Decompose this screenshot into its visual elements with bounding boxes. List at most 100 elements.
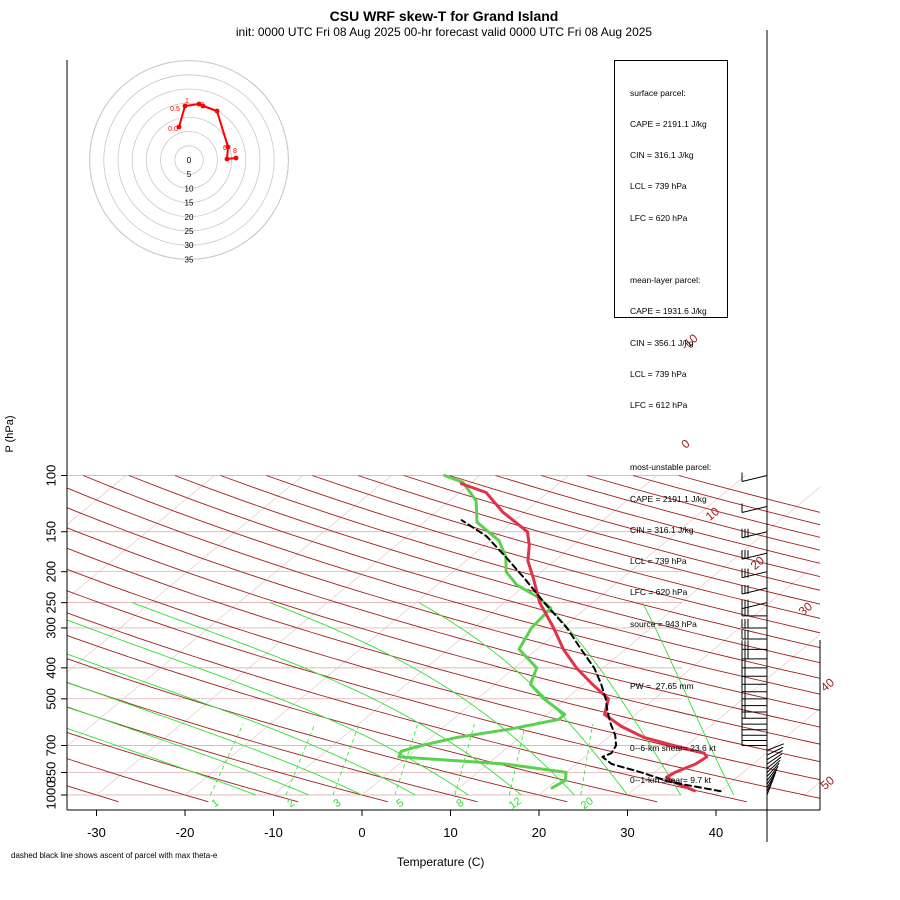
isotherm-label: 40 — [818, 675, 837, 695]
dry-adiabat — [67, 758, 209, 803]
wind-barb — [766, 759, 781, 773]
wind-barb — [741, 585, 768, 595]
wind-barb — [766, 765, 779, 781]
wind-barb — [741, 568, 768, 579]
dry-adiabat — [0, 476, 29, 802]
isotherm-line — [184, 475, 569, 796]
y-tick-label: 100 — [43, 465, 58, 487]
mixing-ratio-line — [508, 724, 526, 796]
moist-adiabat — [67, 727, 256, 796]
mean-layer-lfc: LFC = 612 hPa — [630, 399, 688, 410]
hodograph-point — [224, 156, 230, 162]
hodograph-ring-label: 30 — [185, 241, 194, 250]
wind-barb — [766, 756, 782, 769]
most-unstable-cape: CAPE = 2191.1 J/kg — [630, 493, 707, 504]
wind-barb — [741, 658, 767, 669]
isotherm-line — [715, 707, 820, 796]
mixing-ratio-label: 20 — [579, 795, 596, 812]
x-tick-label: 30 — [620, 825, 634, 840]
x-tick-label: 40 — [709, 825, 723, 840]
surface-lcl: LCL = 739 hPa — [630, 181, 687, 192]
wind-barb — [741, 618, 767, 629]
dry-adiabat — [67, 527, 820, 745]
mean-layer-lcl: LCL = 739 hPa — [630, 368, 687, 379]
surface-parcel-heading: surface parcel: — [630, 87, 686, 98]
hodograph-point — [214, 108, 220, 114]
moist-adiabat — [67, 681, 363, 796]
hodograph-ring — [117, 88, 261, 232]
hodograph-ring-label: 15 — [185, 199, 194, 208]
mean-layer-cin: CIN = 356.1 J/kg — [630, 337, 694, 348]
wind-barb — [766, 750, 783, 761]
dry-adiabat — [220, 475, 820, 649]
parcel-footnote: dashed black line shows ascent of parcel… — [11, 851, 218, 860]
mixing-ratio-line — [332, 723, 360, 796]
hodograph-height-label: 1 — [185, 98, 189, 105]
dry-adiabat — [174, 475, 820, 664]
wind-barb — [741, 720, 767, 731]
hodograph-point — [225, 144, 231, 150]
hodograph-point — [182, 103, 188, 109]
mixing-ratio-label: 2 — [285, 797, 297, 810]
mixing-ratio-line — [580, 724, 593, 796]
isotherm-line — [450, 486, 820, 796]
isotherm-line — [538, 560, 820, 796]
dry-adiabat — [83, 475, 820, 695]
hodograph-point — [233, 155, 239, 161]
hodograph-ring-label: 5 — [187, 170, 192, 179]
isotherm-label: 50 — [818, 773, 837, 793]
shear-0-6km: 0--6-km shear= 23.6 kt — [630, 743, 716, 754]
wind-barb — [741, 649, 767, 660]
isotherm-line — [67, 475, 304, 673]
precipitable-water: PW = 27.65 mm — [630, 680, 694, 691]
temperature-line — [459, 482, 709, 793]
wind-barb — [741, 599, 768, 610]
y-tick-label: 200 — [43, 561, 58, 583]
most-unstable-source: source = 943 hPa — [630, 618, 697, 629]
wind-barb — [741, 731, 767, 741]
dry-adiabat — [67, 547, 820, 763]
hodograph-point — [196, 101, 202, 107]
most-unstable-lfc: LFC = 620 hPa — [630, 587, 688, 598]
dry-adiabat — [67, 487, 820, 711]
dry-adiabat — [67, 590, 820, 799]
surface-cin: CIN = 316.1 J/kg — [630, 150, 694, 161]
hodograph-height-label: 0.0 — [168, 126, 178, 133]
wind-barb — [741, 715, 767, 725]
moist-adiabat — [67, 653, 416, 796]
y-tick-label: 400 — [43, 657, 58, 679]
hodograph-point — [176, 124, 182, 130]
dry-adiabat — [67, 568, 820, 781]
mixing-ratio-line — [285, 723, 316, 796]
x-tick-label: -30 — [87, 825, 106, 840]
x-tick-label: 20 — [532, 825, 546, 840]
mixing-ratio-label: 12 — [507, 795, 524, 812]
dry-adiabat — [266, 475, 820, 634]
wind-barb — [766, 769, 778, 785]
x-tick-label: 10 — [443, 825, 457, 840]
y-tick-label: 1000 — [43, 781, 58, 810]
surface-lfc: LFC = 620 hPa — [630, 212, 688, 223]
wind-barb — [741, 640, 767, 650]
mixing-ratio-label: 3 — [331, 797, 343, 810]
isotherm-line — [893, 476, 900, 796]
moist-adiabat — [67, 706, 310, 796]
hodograph-ring — [145, 117, 232, 203]
isotherm-line — [67, 475, 392, 747]
chart-subtitle: init: 0000 UTC Fri 08 Aug 2025 00-hr for… — [235, 25, 653, 39]
moist-adiabat — [418, 602, 628, 796]
y-tick-label: 850 — [43, 762, 58, 784]
isotherm-line — [273, 475, 658, 796]
mixing-ratio-line — [210, 723, 244, 796]
hodograph-ring-label: 10 — [185, 184, 194, 193]
hodograph-point — [200, 103, 206, 109]
wind-barb — [741, 550, 768, 560]
isotherm-line — [67, 475, 215, 599]
isotherm-line — [0, 476, 37, 796]
most-unstable-cin: CIN = 316.1 J/kg — [630, 524, 694, 535]
dry-adiabat — [67, 612, 747, 803]
shear-0-1km: 0--1-km shear= 9.7 kt — [630, 774, 712, 785]
hodograph-ring-label: 0 — [187, 156, 192, 165]
dry-adiabat — [67, 507, 820, 728]
